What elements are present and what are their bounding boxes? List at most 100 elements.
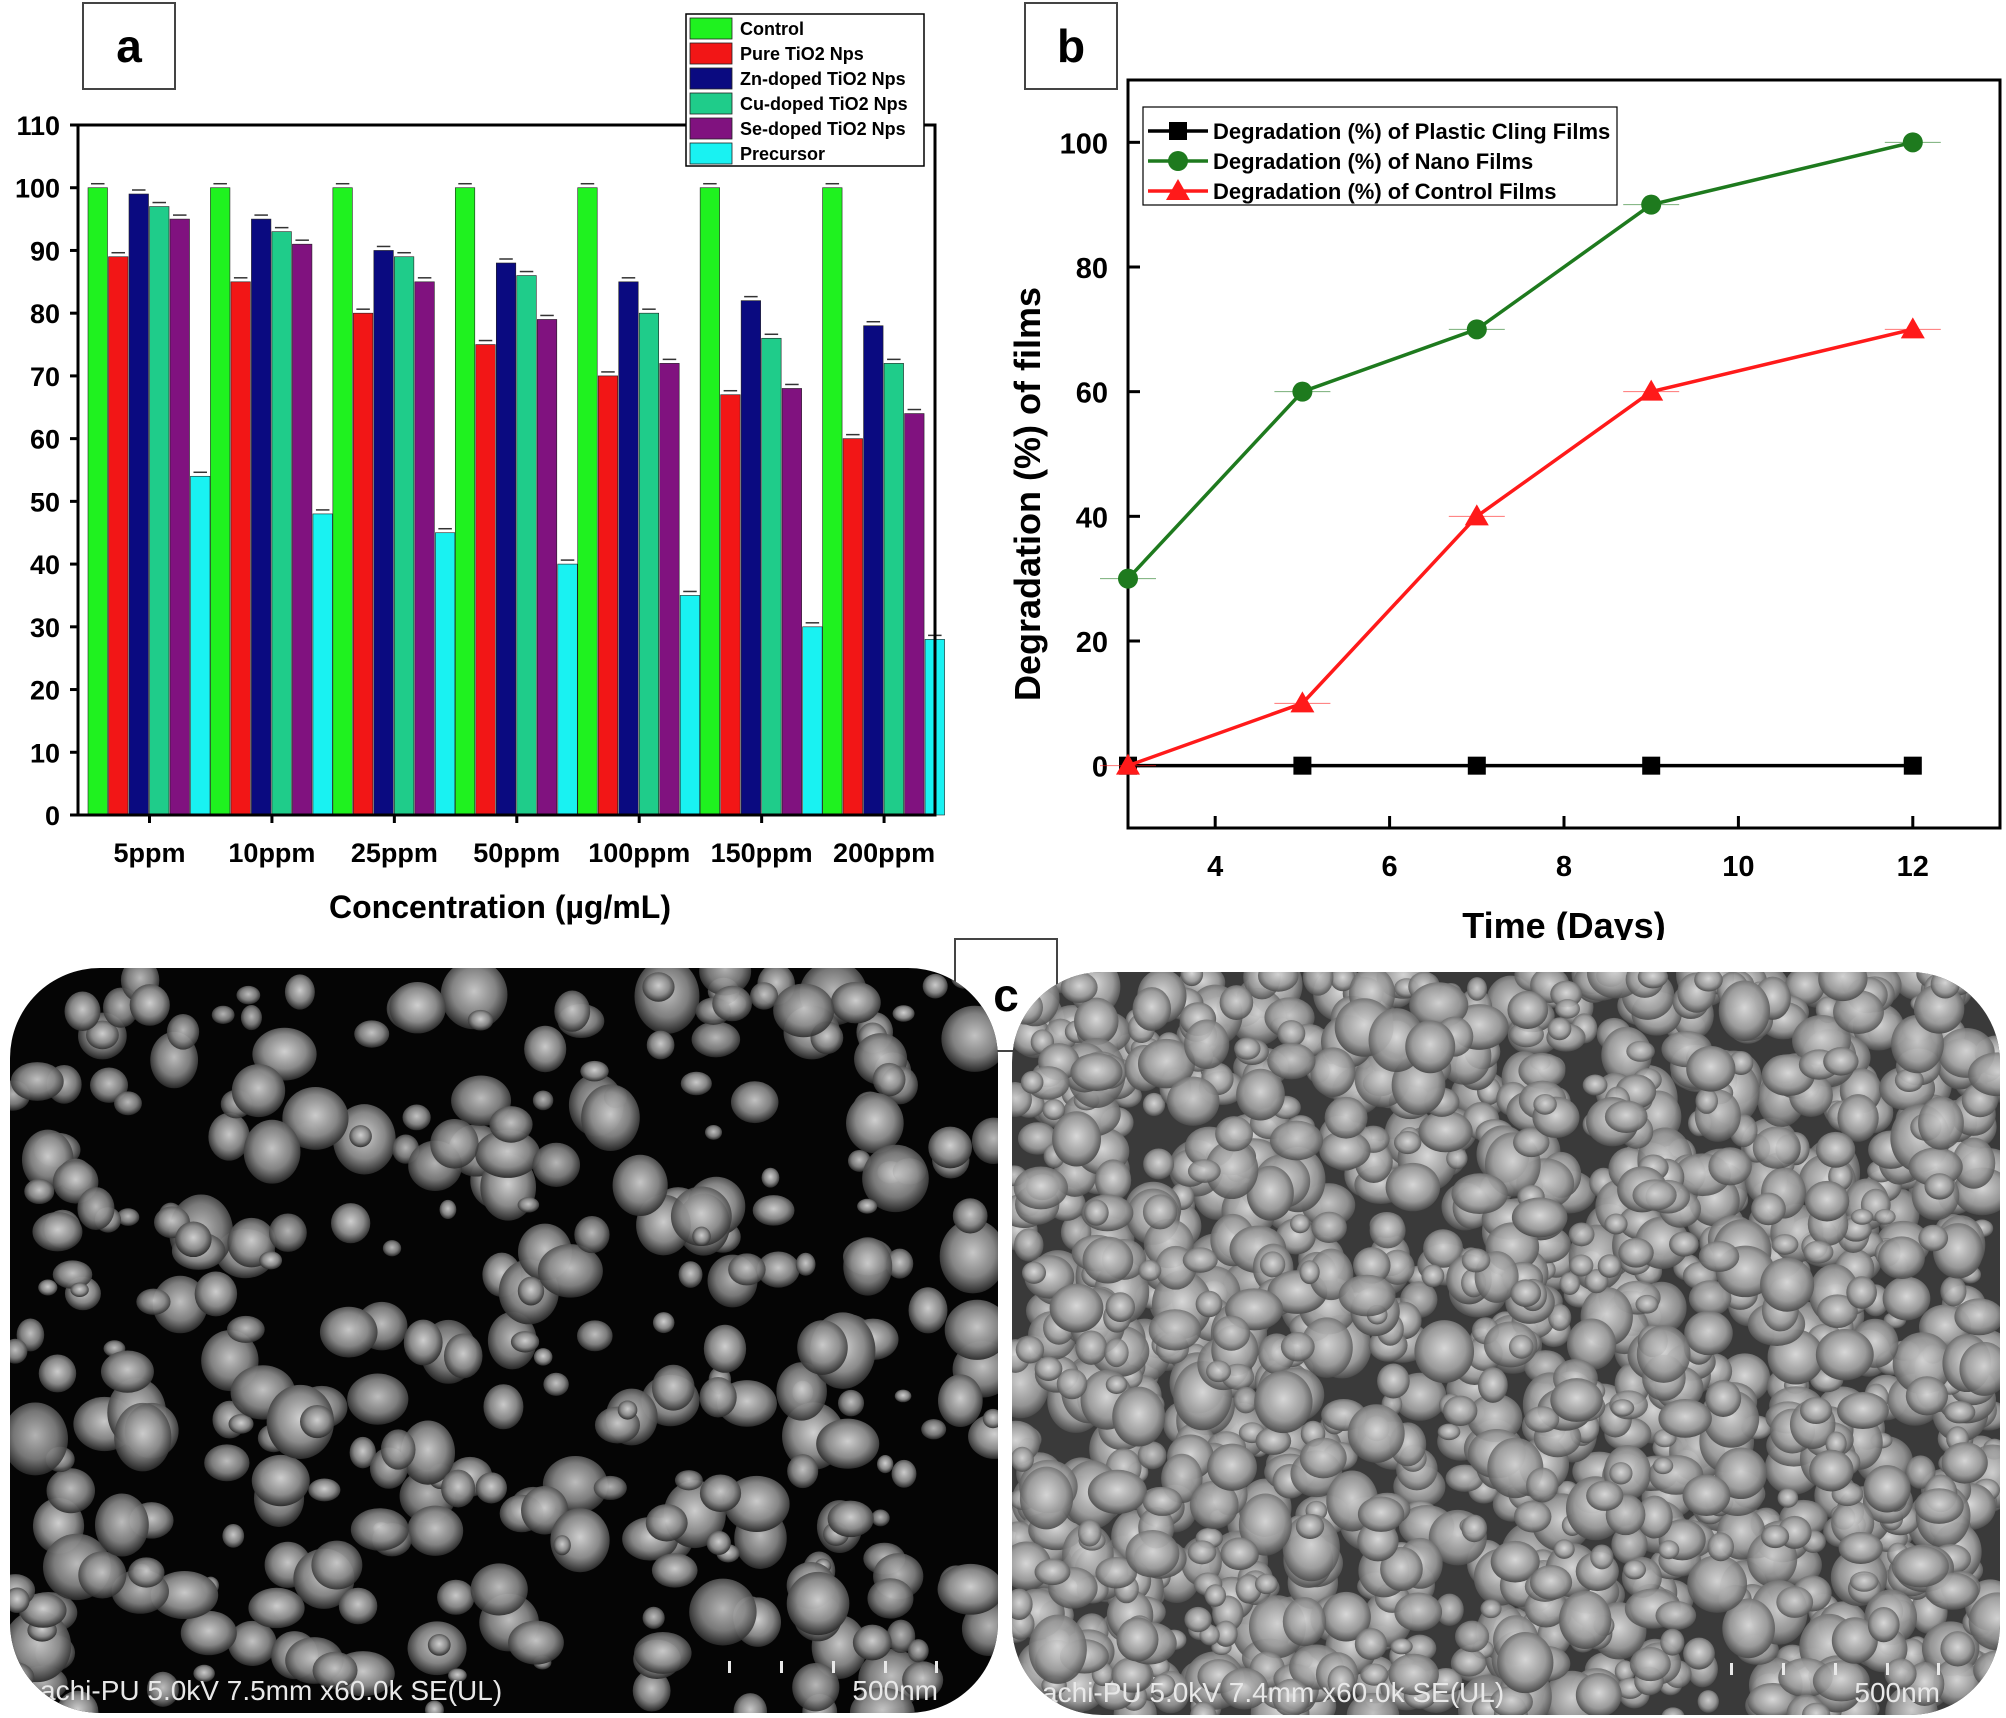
sem-grain	[1012, 1588, 1033, 1621]
sem-grain	[1802, 1702, 1831, 1715]
bar-zn-doped-tio2-nps-150ppm	[740, 300, 761, 816]
sem-grain	[1461, 1514, 1488, 1543]
sem-grain	[1655, 1600, 1697, 1631]
bar-control-5ppm	[87, 187, 108, 816]
sem-grain	[1377, 1363, 1410, 1399]
sem-grain	[1940, 1631, 1975, 1667]
sem-grain	[921, 1419, 947, 1440]
sem-grain	[114, 1402, 172, 1472]
y-tick-label-a: 70	[30, 362, 60, 392]
point-degradation-of-nano-films-7	[1466, 319, 1487, 340]
bar-pure-tio2-nps-10ppm	[230, 281, 251, 816]
y-tick-label-a: 10	[30, 738, 60, 768]
sem-grain	[56, 1690, 99, 1713]
sem-grain	[222, 1523, 245, 1548]
sem-grain	[689, 1578, 757, 1646]
sem-grain	[1553, 1539, 1575, 1559]
bar-se-doped-tio2-nps-50ppm	[536, 319, 558, 816]
sem-grain	[439, 1199, 457, 1220]
sem-grain	[1636, 1495, 1673, 1539]
sem-grain	[1095, 1557, 1138, 1589]
sem-grain	[792, 1662, 840, 1712]
sem-grain	[857, 1198, 878, 1214]
sem-grain	[510, 1331, 540, 1353]
point-degradation-of-control-films-9	[1639, 379, 1664, 401]
sem-grain	[1353, 1247, 1391, 1284]
sem-grain	[407, 1505, 464, 1556]
sem-grain	[354, 1020, 390, 1048]
bar-pure-tio2-nps-25ppm	[353, 312, 374, 816]
sem-grain	[1220, 1537, 1259, 1571]
point-degradation-of-plastic-cling-films-9	[1642, 756, 1661, 775]
sem-grain	[1015, 1336, 1045, 1364]
point-degradation-of-control-films-5	[1290, 691, 1315, 713]
bar-pure-tio2-nps-200ppm	[842, 438, 863, 816]
sem-grain	[1508, 1334, 1534, 1359]
sem-grain	[268, 1213, 307, 1252]
sem-grain	[1451, 1648, 1487, 1677]
sem-grain	[892, 1005, 915, 1022]
point-degradation-of-control-films-7	[1464, 504, 1489, 526]
sem-grain	[1282, 1597, 1327, 1647]
x-tick-label-b: 10	[1722, 851, 1754, 883]
sem-grain	[532, 1142, 581, 1187]
sem-grain	[678, 1261, 703, 1288]
sem-grain	[680, 1071, 712, 1096]
sem-grain	[1777, 1488, 1799, 1508]
bar-zn-doped-tio2-nps-100ppm	[618, 281, 639, 816]
sem-grain	[228, 1414, 254, 1434]
sem-grain	[712, 985, 752, 1022]
point-degradation-of-plastic-cling-films-12	[1903, 756, 1922, 775]
sem-grain	[646, 1030, 675, 1060]
sem-grain	[908, 1287, 948, 1334]
bar-cu-doped-tio2-nps-10ppm	[271, 231, 292, 816]
sem-grain	[1658, 1540, 1680, 1560]
sem-grain	[1075, 1330, 1108, 1365]
sem-grain	[1195, 1290, 1223, 1318]
sem-grain	[1683, 1637, 1715, 1670]
sem-grain	[1941, 1442, 1988, 1484]
sem-grain	[1930, 972, 1960, 999]
sem-grain	[1215, 1116, 1254, 1152]
sem-grain	[1954, 1298, 2000, 1336]
sem-grain	[1524, 1406, 1560, 1433]
sem-grain	[733, 1693, 768, 1713]
panel-label-b: b	[1024, 2, 1118, 90]
sem-grain	[580, 1060, 609, 1082]
sem-grain	[830, 981, 881, 1024]
sem-grain	[922, 973, 948, 999]
sem-grain	[38, 1279, 58, 1296]
sem-grain	[1823, 1047, 1859, 1076]
sem-grain	[1815, 1328, 1874, 1381]
sem-grain	[837, 1389, 865, 1417]
sem-grain	[1204, 1584, 1227, 1607]
sem-grain	[1718, 980, 1771, 1042]
sem-grain	[10, 1062, 64, 1101]
sem-grain	[581, 1084, 640, 1151]
sem-grain	[338, 1587, 378, 1625]
x-tick-label-b: 4	[1207, 851, 1223, 883]
sem-grain	[193, 1664, 215, 1683]
legend-swatch-pure-tio2-nps	[689, 42, 733, 65]
sem-grain	[1137, 1441, 1167, 1470]
sem-grain	[1299, 1437, 1347, 1479]
sem-grain	[944, 1299, 998, 1360]
legend-marker-degradation-of-plastic-cling-films	[1169, 122, 1187, 140]
sem-grain	[448, 1668, 467, 1683]
bar-cu-doped-tio2-nps-5ppm	[149, 206, 170, 816]
y-tick-label-a: 50	[30, 487, 60, 517]
sem-grain	[862, 1144, 929, 1213]
sem-grain	[651, 1364, 695, 1411]
sem-grain	[1259, 1251, 1286, 1278]
sem-grain	[231, 1064, 286, 1118]
sem-grain	[1310, 1047, 1356, 1097]
sem-grain	[1267, 1042, 1316, 1080]
sem-grain	[543, 1372, 569, 1396]
sem-grain	[691, 1021, 741, 1058]
sem-grain	[1660, 1628, 1685, 1656]
bar-se-doped-tio2-nps-150ppm	[781, 388, 802, 816]
sem-grain	[1632, 1179, 1677, 1211]
sem-grain	[1049, 1283, 1104, 1333]
sem-grain	[1052, 1111, 1102, 1167]
sem-grain	[52, 1260, 93, 1289]
